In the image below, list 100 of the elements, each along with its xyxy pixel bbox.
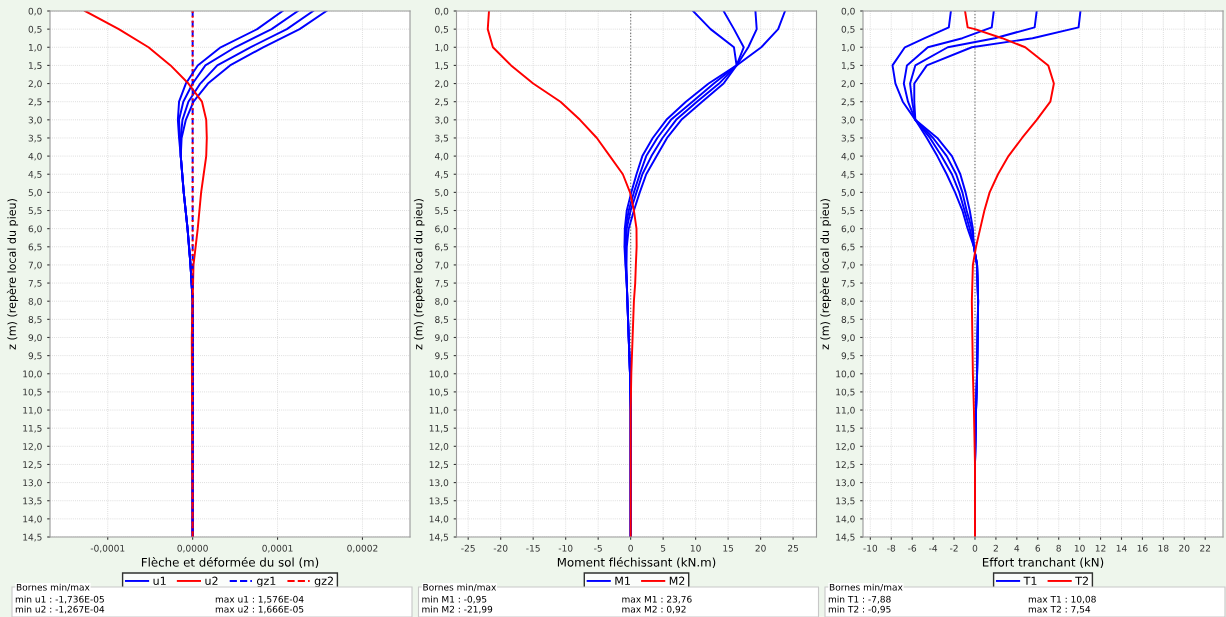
y-tick-label: 12,5 bbox=[23, 461, 42, 469]
x-tick-label: -15 bbox=[526, 544, 540, 552]
y-tick-label: 5,0 bbox=[841, 189, 855, 197]
x-tick-label: 0 bbox=[628, 544, 633, 552]
y-tick-label: 14,5 bbox=[23, 533, 42, 542]
y-tick-label: 4,5 bbox=[841, 171, 855, 179]
y-tick-label: 4,0 bbox=[841, 152, 855, 161]
y-tick-label: 6,0 bbox=[28, 225, 42, 234]
text: min u2 : -1,267E-04 bbox=[15, 605, 105, 614]
text: max u2 : 1,666E-05 bbox=[215, 605, 304, 614]
y-tick-label: 13,0 bbox=[836, 479, 855, 488]
legend-label: T1 bbox=[1023, 576, 1037, 585]
y-tick-label: 13,5 bbox=[836, 497, 855, 506]
y-tick-label: 12,0 bbox=[429, 443, 449, 451]
x-tick-label: 0 bbox=[972, 544, 978, 552]
y-tick-label: 9,0 bbox=[435, 334, 449, 342]
y-tick-label: 0,0 bbox=[28, 7, 42, 16]
y-tick-label: 4,0 bbox=[434, 152, 449, 161]
legend-label: u1 bbox=[153, 576, 166, 585]
y-tick-label: 0,5 bbox=[841, 25, 855, 34]
y-tick-label: 14,5 bbox=[836, 533, 855, 542]
y-tick-label: 13,5 bbox=[429, 497, 449, 506]
y-axis-title: z (m) (repère local du pieu) bbox=[413, 199, 425, 350]
y-tick-label: 6,5 bbox=[841, 243, 855, 252]
text: min M2 : -21,99 bbox=[422, 605, 493, 614]
x-tick-label: 14 bbox=[1116, 544, 1127, 552]
y-tick-label: 1,5 bbox=[842, 62, 855, 70]
x-tick-label: -25 bbox=[461, 544, 475, 552]
text: max T2 : 7,54 bbox=[1028, 605, 1091, 614]
y-tick-label: 6,5 bbox=[435, 243, 449, 252]
y-tick-label: 14,0 bbox=[836, 515, 855, 524]
y-tick-label: 0,0 bbox=[841, 7, 855, 16]
x-tick-label: -2 bbox=[949, 544, 958, 552]
y-tick-label: 11,0 bbox=[23, 406, 42, 415]
y-tick-label: 11,0 bbox=[836, 406, 855, 415]
y-tick-label: 10,5 bbox=[429, 388, 449, 397]
x-tick-label: 10 bbox=[690, 544, 701, 552]
y-tick-label: 4,5 bbox=[28, 171, 42, 179]
y-tick-label: 2,5 bbox=[435, 98, 449, 107]
x-tick-label: -6 bbox=[908, 544, 917, 552]
y-tick-label: 14,5 bbox=[429, 533, 449, 542]
legend-label: M2 bbox=[669, 576, 685, 585]
y-tick-label: 10,5 bbox=[23, 388, 42, 397]
y-tick-label: 8,5 bbox=[841, 316, 855, 324]
x-axis-title: Effort tranchant (kN) bbox=[982, 557, 1104, 569]
y-tick-label: 5,0 bbox=[435, 189, 449, 197]
y-tick-label: 10,5 bbox=[836, 388, 855, 397]
y-tick-label: 1,5 bbox=[435, 62, 449, 70]
y-tick-label: 3,0 bbox=[841, 116, 855, 125]
legend-label: M1 bbox=[615, 576, 630, 585]
legend-label: gz1 bbox=[256, 576, 276, 588]
text: min M1 : -0,95 bbox=[422, 595, 487, 604]
x-tick-label: 20 bbox=[755, 544, 766, 552]
y-tick-label: 0,0 bbox=[435, 7, 449, 16]
y-tick-label: 9,5 bbox=[28, 352, 42, 361]
x-tick-label: 0,0000 bbox=[177, 544, 208, 553]
y-tick-label: 14,0 bbox=[429, 515, 449, 524]
y-tick-label: 1,0 bbox=[29, 44, 42, 52]
y-tick-label: 12,5 bbox=[836, 461, 855, 469]
y-tick-label: 6,0 bbox=[841, 225, 855, 234]
y-tick-label: 0,5 bbox=[28, 25, 42, 34]
x-axis-title: Flèche et déformée du sol (m) bbox=[141, 557, 319, 569]
y-tick-label: 7,5 bbox=[435, 279, 449, 288]
y-tick-label: 8,0 bbox=[435, 297, 449, 306]
x-tick-label: 6 bbox=[1035, 544, 1041, 552]
text: Bornes min/max bbox=[16, 583, 90, 592]
y-tick-label: 5,5 bbox=[28, 207, 42, 215]
y-tick-label: 10,0 bbox=[23, 370, 42, 379]
y-tick-label: 3,5 bbox=[28, 134, 42, 143]
y-tick-label: 8,5 bbox=[435, 316, 449, 324]
y-tick-label: 14,0 bbox=[23, 515, 42, 524]
x-tick-label: -20 bbox=[493, 544, 508, 552]
text: min u1 : -1,736E-05 bbox=[15, 595, 104, 604]
y-tick-label: 13,0 bbox=[23, 479, 42, 488]
y-tick-label: 2,5 bbox=[28, 98, 42, 107]
text: max T1 : 10,08 bbox=[1028, 595, 1096, 604]
y-tick-label: 4,5 bbox=[434, 171, 449, 179]
y-tick-label: 10,0 bbox=[429, 370, 449, 379]
y-tick-label: 9,5 bbox=[435, 352, 449, 361]
text: min T1 : -7,88 bbox=[828, 595, 891, 604]
y-tick-label: 12,0 bbox=[836, 443, 855, 451]
text: max u1 : 1,576E-04 bbox=[215, 595, 304, 604]
y-tick-label: 5,5 bbox=[435, 207, 449, 215]
y-axis-title: z (m) (repère local du pieu) bbox=[6, 199, 19, 350]
y-tick-label: 2,0 bbox=[841, 80, 855, 89]
y-tick-label: 12,5 bbox=[429, 461, 449, 469]
legend-label: u2 bbox=[205, 576, 218, 585]
y-tick-label: 7,0 bbox=[841, 261, 855, 270]
x-tick-label: 8 bbox=[1056, 544, 1061, 552]
x-tick-label: 20 bbox=[1179, 544, 1190, 552]
y-tick-label: 13,5 bbox=[23, 497, 42, 506]
y-tick-label: 5,5 bbox=[841, 207, 855, 215]
x-tick-label: 0,0001 bbox=[262, 544, 293, 553]
text: max M1 : 23,76 bbox=[622, 595, 692, 604]
y-tick-label: 3,0 bbox=[28, 116, 42, 125]
y-tick-label: 4,0 bbox=[28, 152, 42, 161]
x-tick-label: -10 bbox=[558, 544, 573, 552]
x-tick-label: -10 bbox=[863, 544, 878, 552]
y-tick-label: 10,0 bbox=[836, 370, 855, 379]
y-tick-label: 6,0 bbox=[435, 225, 449, 234]
